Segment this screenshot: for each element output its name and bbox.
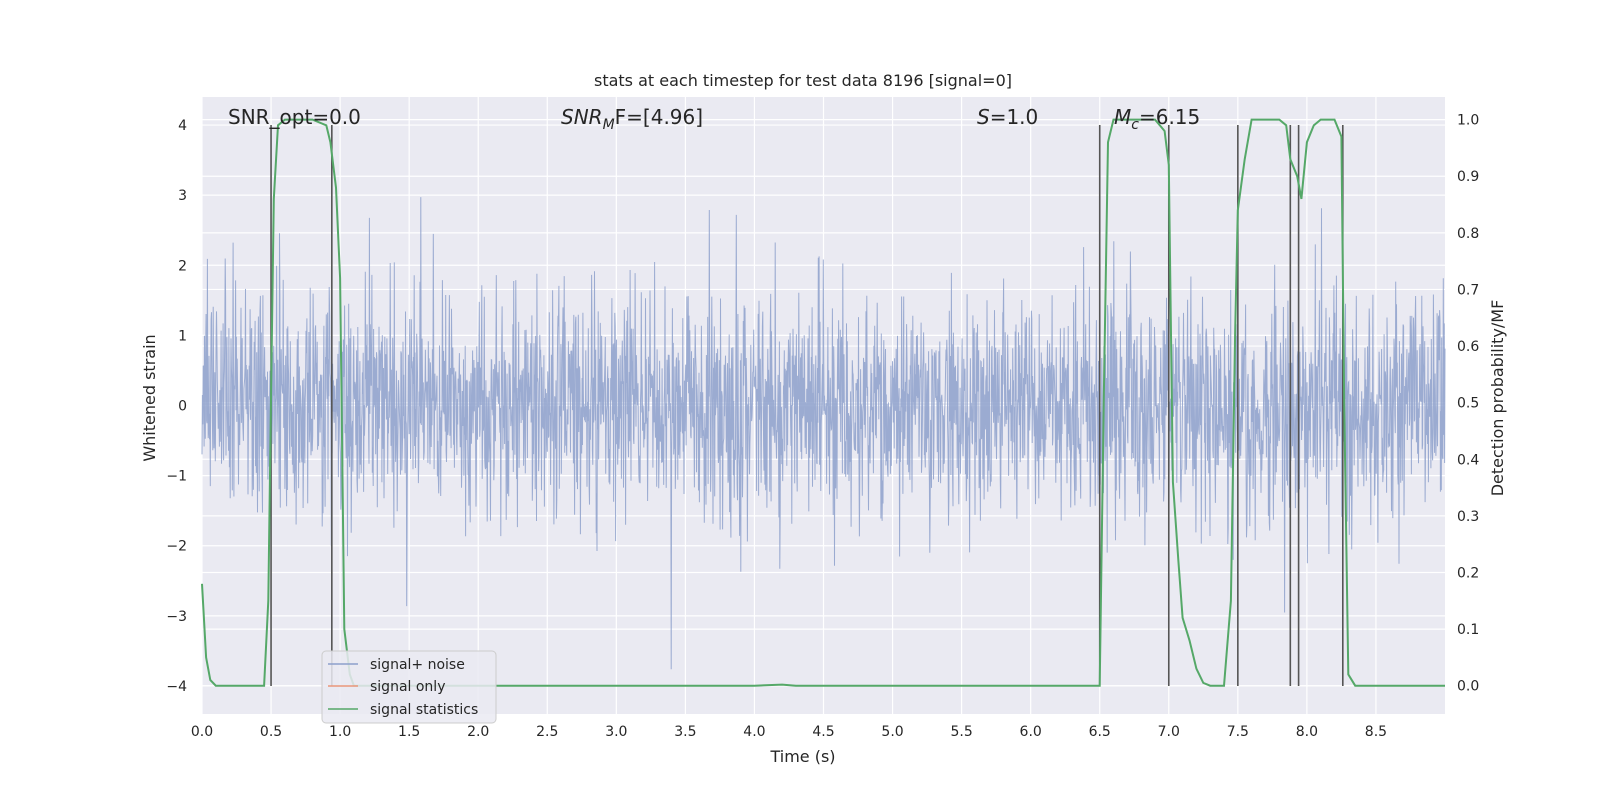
y-right-tick-label: 0.3: [1457, 509, 1479, 525]
mc-annotation: Mc=6.15: [1114, 105, 1200, 133]
s-rest: =1.0: [990, 105, 1039, 129]
y-right-tick-label: 0.9: [1457, 169, 1479, 185]
y-right-tick-label: 1.0: [1457, 113, 1479, 129]
y-left-tick-label: −4: [166, 679, 187, 695]
x-tick-label: 0.0: [191, 724, 213, 740]
x-tick-label: 7.5: [1227, 724, 1249, 740]
legend-box: [321, 650, 497, 724]
legend-entry-statistics: signal statistics: [370, 702, 478, 718]
x-tick-label: 3.5: [674, 724, 696, 740]
snr-opt-annotation: SNR_opt=0.0: [228, 105, 361, 129]
y-right-tick-label: 0.6: [1457, 339, 1479, 355]
snr-mf-main: SNR: [561, 105, 603, 129]
y-right-tick-label: 0.1: [1457, 622, 1479, 638]
y-right-axis-label: Detection probability/MF: [1488, 300, 1507, 497]
x-tick-label: 2.0: [467, 724, 489, 740]
chart-title: stats at each timestep for test data 819…: [594, 71, 1012, 90]
x-tick-label: 8.0: [1296, 724, 1318, 740]
y-right-tick-label: 0.2: [1457, 565, 1479, 581]
snr-mf-sub: M: [603, 117, 615, 133]
x-tick-label: 7.0: [1158, 724, 1180, 740]
legend-entry-signal-only: signal only: [370, 679, 445, 695]
y-right-tick-label: 0.8: [1457, 226, 1479, 242]
statistics-line: [201, 118, 1445, 687]
y-left-tick-label: 1: [178, 328, 187, 344]
snr-mf-rest: F=[4.96]: [615, 105, 703, 129]
legend: signal+ noise signal only signal statist…: [321, 650, 497, 724]
y-right-axis-ticks: 1.0 0.9 0.8 0.7 0.6 0.5 0.4 0.3 0.2 0.1 0.0: [1457, 113, 1479, 695]
y-right-tick-label: 0.5: [1457, 396, 1479, 412]
y-right-tick-label: 0.7: [1457, 282, 1479, 298]
y-left-tick-label: 3: [178, 188, 187, 204]
y-left-tick-label: 0: [178, 399, 187, 415]
mc-rest: =6.15: [1139, 105, 1200, 129]
mc-main: M: [1114, 105, 1131, 129]
y-right-tick-label: 0.0: [1457, 679, 1479, 695]
x-tick-label: 2.5: [536, 724, 558, 740]
x-tick-label: 6.5: [1089, 724, 1111, 740]
x-axis-label: Time (s): [769, 747, 835, 766]
legend-entry-noise: signal+ noise: [370, 657, 465, 673]
snr-mf-annotation: SNRMF=[4.96]: [561, 105, 703, 133]
x-tick-label: 6.0: [1020, 724, 1042, 740]
y-left-tick-label: −1: [166, 469, 187, 485]
x-axis-ticks: 0.0 0.5 1.0 1.5 2.0 2.5 3.0 3.5 4.0 4.5 5.0 5.5 6.0 6…: [191, 724, 1387, 740]
y-left-axis-label: Whitened strain: [140, 334, 159, 461]
s-main: S: [977, 105, 990, 129]
mc-sub: c: [1131, 117, 1139, 133]
x-tick-label: 0.5: [260, 724, 282, 740]
x-tick-label: 4.5: [812, 724, 834, 740]
x-tick-label: 1.0: [329, 724, 351, 740]
y-left-axis-ticks: 4 3 2 1 0 −1 −2 −3 −4: [166, 118, 187, 695]
y-left-tick-label: 4: [178, 118, 187, 134]
x-tick-label: 4.0: [743, 724, 765, 740]
x-tick-label: 5.5: [950, 724, 972, 740]
y-left-tick-label: −3: [166, 609, 187, 625]
y-right-tick-label: 0.4: [1457, 452, 1479, 468]
x-tick-label: 1.5: [398, 724, 420, 740]
x-tick-label: 8.5: [1365, 724, 1387, 740]
y-left-tick-label: −2: [166, 539, 187, 555]
s-annotation: S=1.0: [977, 105, 1038, 129]
x-tick-label: 5.0: [881, 724, 903, 740]
x-tick-label: 3.0: [605, 724, 627, 740]
y-left-tick-label: 2: [178, 258, 187, 274]
statistics-series: [201, 118, 1445, 687]
